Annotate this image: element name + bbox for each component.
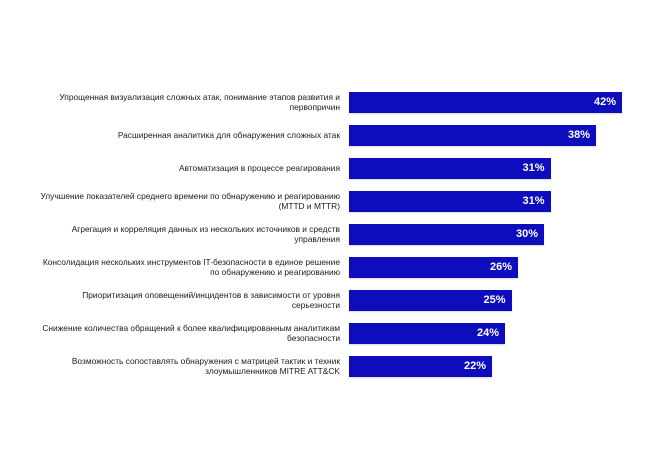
bar-value-label: 38%	[567, 128, 590, 141]
category-label: Упрощенная визуализация сложных атак, по…	[59, 92, 340, 112]
category-label: Снижение количества обращений к более кв…	[42, 323, 340, 343]
bar: 30%	[349, 223, 544, 245]
bar: 25%	[349, 289, 512, 311]
category-label: Улучшение показателей среднего времени п…	[40, 191, 340, 211]
bar: 26%	[349, 256, 518, 278]
bar-value-label: 30%	[515, 227, 538, 240]
bar: 42%	[349, 91, 622, 113]
bar-value-label: 42%	[593, 95, 616, 108]
bar-value-label: 25%	[483, 293, 506, 306]
category-label: Автоматизация в процессе реагирования	[178, 163, 340, 173]
category-label: Агрегация и корреляция данных из несколь…	[71, 224, 340, 244]
bar-value-label: 26%	[489, 260, 512, 273]
bar: 38%	[349, 124, 596, 146]
bar: 31%	[349, 157, 551, 179]
bar-value-label: 31%	[522, 194, 545, 207]
category-label: Консолидация нескольких инструментов IT-…	[42, 257, 340, 277]
bar-value-label: 31%	[522, 161, 545, 174]
bar: 22%	[349, 355, 492, 377]
bar: 31%	[349, 190, 551, 212]
bar-value-label: 24%	[476, 326, 499, 339]
category-label: Приоритизация оповещений/инцидентов в за…	[82, 290, 340, 310]
bar-value-label: 22%	[463, 359, 486, 372]
bar: 24%	[349, 322, 505, 344]
category-label: Расширенная аналитика для обнаружения сл…	[117, 130, 340, 140]
category-label: Возможность сопоставлять обнаружения с м…	[71, 356, 340, 376]
